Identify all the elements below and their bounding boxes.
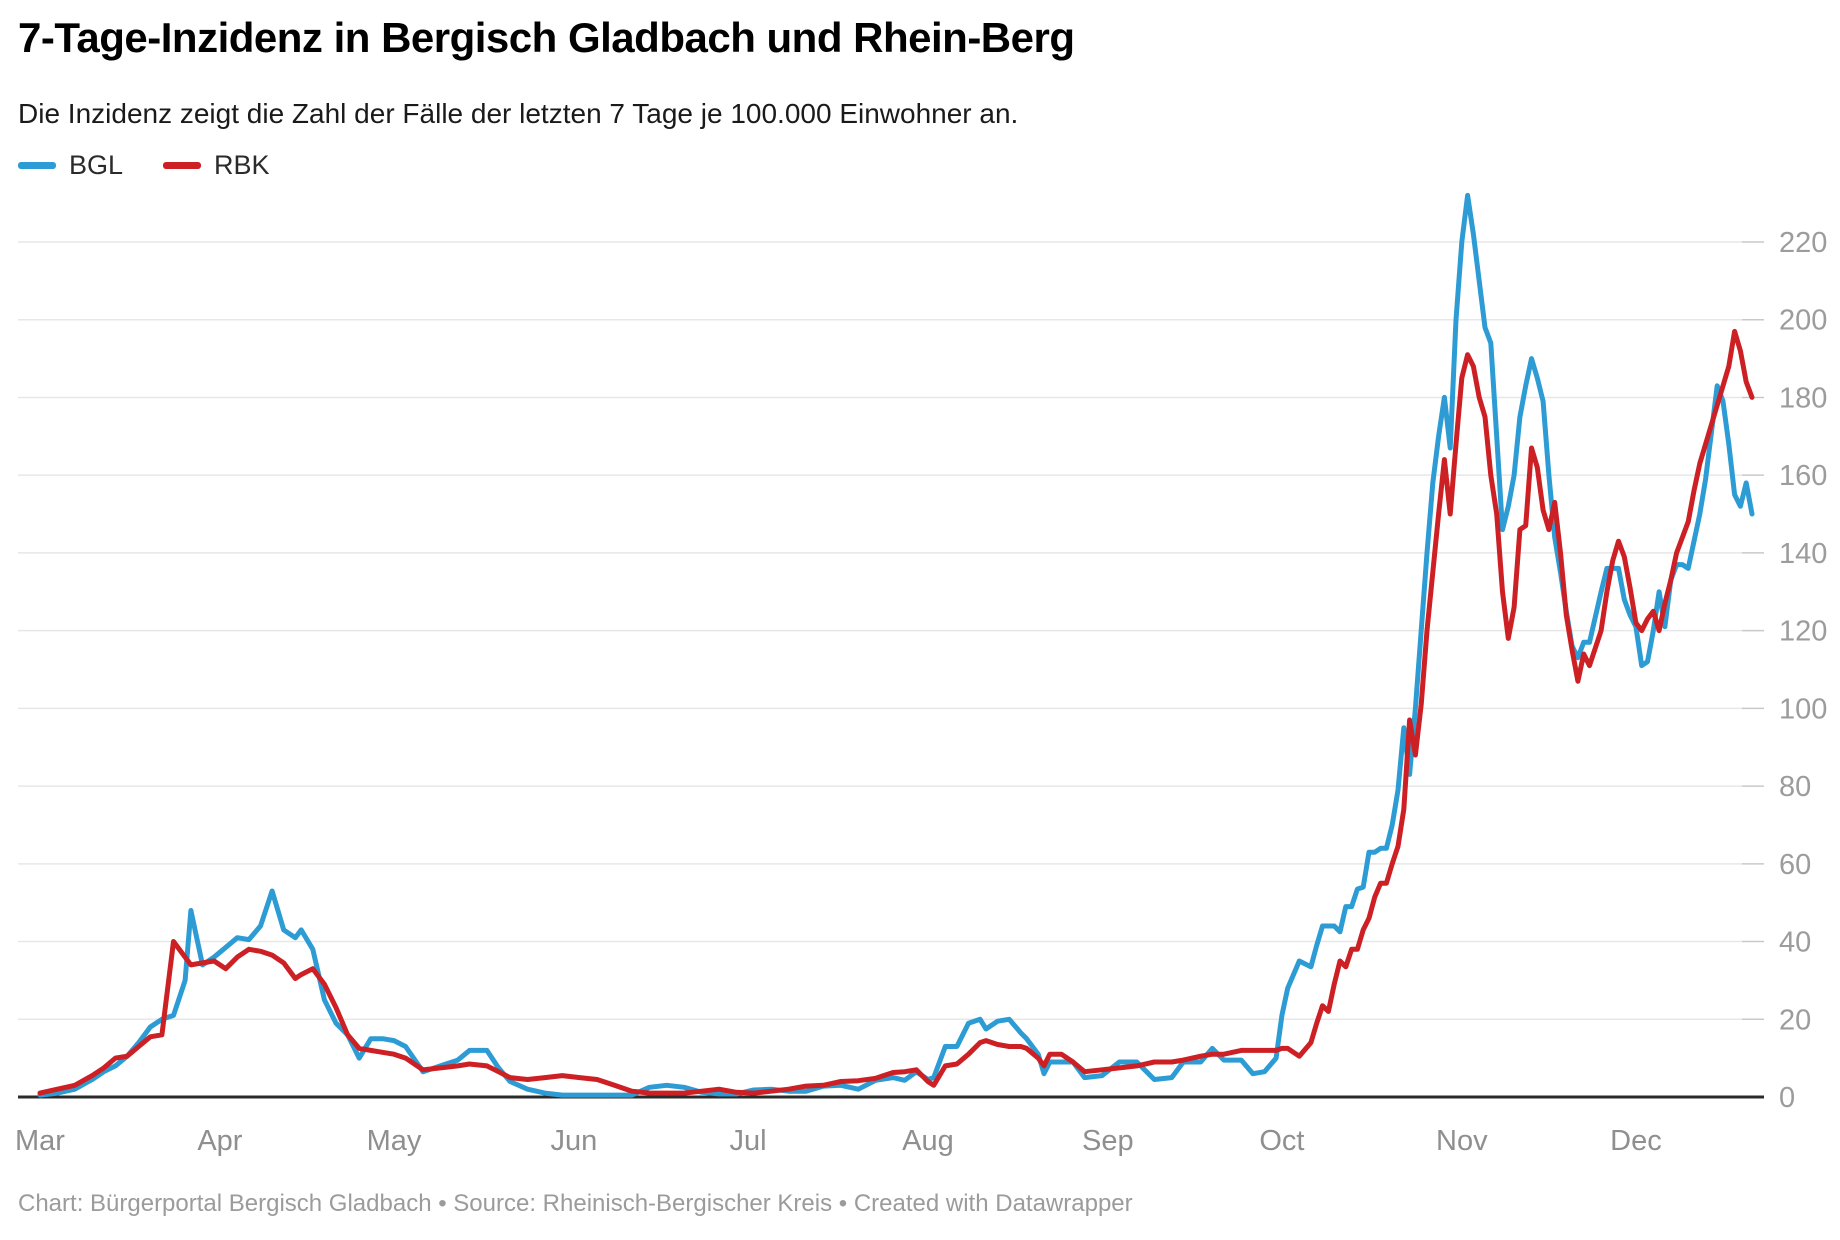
rbk-line [37, 328, 1755, 1096]
y-axis-label: 60 [1779, 849, 1811, 881]
y-axis-label: 140 [1779, 538, 1827, 570]
legend: BGL RBK [18, 150, 270, 181]
page-title: 7-Tage-Inzidenz in Bergisch Gladbach und… [18, 14, 1075, 61]
axis-labels: 0 20 40 60 80 100 120 140 160 180 200 220 Mar Apr May J… [15, 227, 1827, 1157]
bgl-line-swatch [18, 162, 56, 169]
x-axis-label-may: May [367, 1125, 422, 1157]
y-axis-label: 0 [1779, 1082, 1795, 1114]
legend-item-rbk: RBK [163, 150, 270, 181]
x-axis-label-nov: Nov [1436, 1125, 1488, 1157]
rbk-line-swatch [163, 162, 202, 169]
chart-subtitle: Die Inzidenz zeigt die Zahl der Fälle de… [18, 98, 1019, 129]
y-axis-label: 180 [1779, 382, 1827, 414]
x-axis-label-oct: Oct [1259, 1125, 1304, 1157]
x-axis-label-dec: Dec [1610, 1125, 1662, 1157]
y-axis-label: 200 [1779, 305, 1827, 337]
gridlines [18, 241, 1764, 1099]
y-axis-label: 100 [1779, 693, 1827, 725]
y-axis-label: 160 [1779, 460, 1827, 492]
legend-label-bgl: BGL [69, 150, 124, 180]
x-axis-label-sep: Sep [1082, 1125, 1134, 1157]
legend-label-rbk: RBK [214, 150, 270, 180]
x-axis-label-jul: Jul [729, 1125, 766, 1157]
x-axis-label-mar: Mar [15, 1125, 65, 1157]
y-axis-label: 220 [1779, 227, 1827, 259]
x-axis-label-apr: Apr [197, 1125, 242, 1157]
y-axis-label: 40 [1779, 927, 1811, 959]
x-axis-label-jun: Jun [551, 1125, 598, 1157]
y-axis-label: 80 [1779, 771, 1811, 803]
y-axis-label: 120 [1779, 616, 1827, 648]
legend-item-bgl: BGL [18, 150, 123, 181]
x-axis-label-aug: Aug [902, 1125, 954, 1157]
bgl-line [37, 192, 1755, 1098]
attribution-footer: Chart: Bürgerportal Bergisch Gladbach • … [18, 1190, 1133, 1217]
data-series [37, 192, 1755, 1098]
y-axis-label: 20 [1779, 1004, 1811, 1036]
